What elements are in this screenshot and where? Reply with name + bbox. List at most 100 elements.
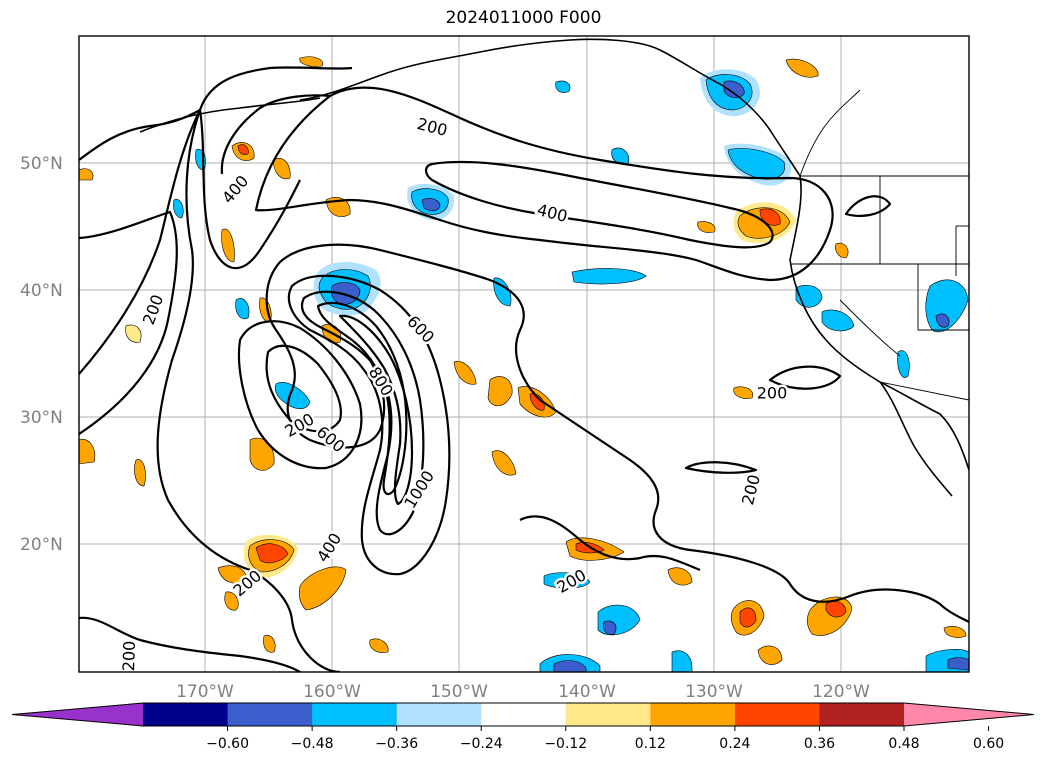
plot-area [79, 36, 969, 672]
anomaly-neg-patch [897, 350, 910, 378]
anomaly-pos-patch [529, 393, 545, 411]
contour-200 [279, 243, 969, 623]
anomaly-neg-patch [235, 298, 250, 320]
colorbar-segment [227, 703, 313, 726]
colorbar: −0.60 −0.48 −0.36 −0.24 −0.12 0.12 0.24 0.36 0.4… [11, 702, 1035, 752]
anomaly-pos-patch [255, 543, 289, 564]
colorbar-segment [396, 703, 482, 726]
lat-label: 20°N [20, 535, 63, 555]
lon-label: 160°W [303, 682, 361, 702]
anomaly-pos-patch [249, 437, 275, 471]
anomaly-pos-patch [943, 626, 967, 638]
contour-200 [79, 616, 301, 672]
anomaly-pos-patch [217, 565, 247, 584]
anomaly-pos-patch [134, 459, 146, 487]
anomaly-pos-patch [273, 158, 291, 180]
coastlines [139, 38, 969, 497]
anomaly-neg-patch [493, 277, 512, 307]
lon-label: 130°W [685, 682, 743, 702]
anomaly-neg-patch [330, 282, 361, 305]
anomaly-pos-patch [739, 607, 757, 628]
anomaly-pos-patch [487, 376, 513, 407]
anomaly-neg-patch [723, 80, 745, 98]
contour-1000 [338, 314, 414, 506]
contour-400 [237, 320, 363, 470]
contour-200 [519, 515, 701, 572]
coast-alaska [299, 38, 969, 471]
contour-400 [424, 160, 774, 249]
anomaly-pos-patch [453, 361, 477, 385]
colorbar-tick-label: 0.60 [973, 736, 1004, 752]
colorbar-tick-label: −0.24 [460, 736, 503, 752]
contour-200 [265, 344, 342, 433]
anomaly-pos-patch [224, 591, 239, 611]
latitude-labels: 50°N 40°N 30°N 20°N [20, 154, 63, 555]
anomaly-pos-patch [79, 438, 96, 465]
borders [790, 89, 969, 401]
colorbar-outline [11, 702, 1035, 727]
contour-200 [198, 109, 301, 270]
anomaly-pos-patch [733, 386, 754, 399]
anomaly-neg-patch [173, 198, 184, 219]
contour-200 [684, 461, 758, 474]
anomaly-neg-patch [543, 572, 591, 589]
colorbar-segment [481, 703, 567, 726]
anomaly-neg-patch [555, 80, 571, 93]
anomaly-pos-patch [757, 645, 783, 665]
anomaly-fills [79, 56, 969, 672]
contour-label: 200 [119, 640, 139, 671]
anomaly-pos-patch [79, 168, 94, 181]
anomaly-neg-patch [421, 198, 441, 212]
lon-label: 170°W [176, 682, 234, 702]
coast-aleutians [139, 97, 321, 133]
contours [79, 66, 969, 672]
contour-200 [220, 94, 331, 175]
colorbar-tick-label: −0.36 [375, 736, 418, 752]
contour-label: 200 [757, 384, 788, 403]
colorbar-segment [819, 703, 905, 726]
anomaly-pos-patch [299, 56, 324, 67]
anomaly-pos-patch [298, 566, 347, 611]
anomaly-neg-patch [274, 382, 311, 410]
longitude-labels: 170°W 160°W 150°W 140°W 130°W 120°W [176, 682, 870, 702]
colorbar-segment [312, 703, 398, 726]
lon-label: 150°W [430, 682, 488, 702]
anomaly-pos-patch [697, 221, 716, 233]
contour-200 [79, 210, 178, 435]
contour-800 [316, 301, 408, 496]
anomaly-pos-patch [667, 567, 693, 586]
colorbar-tick-label: 0.24 [719, 736, 750, 752]
colorbar-segment [650, 703, 736, 726]
contour-200 [768, 365, 842, 390]
lat-label: 30°N [20, 408, 63, 428]
map-title: 2024011000 F000 [445, 8, 602, 28]
colorbar-segment [565, 703, 651, 726]
colorbar-tick-label: 0.12 [635, 736, 666, 752]
lat-label: 50°N [20, 154, 63, 174]
anomaly-pos-patch [237, 144, 249, 155]
anomaly-neg-patch [947, 657, 969, 671]
anomaly-neg-patch [727, 148, 785, 180]
lon-label: 140°W [558, 682, 616, 702]
colorbar-tick-label: 0.48 [888, 736, 919, 752]
colorbar-segment [143, 703, 229, 726]
anomaly-pos-patch [369, 638, 389, 653]
anomaly-pos-patch [263, 634, 276, 653]
gridlines [79, 36, 969, 672]
anomaly-pos-patch [835, 242, 849, 259]
anomaly-pos-patch [785, 58, 819, 78]
lon-label: 120°W [812, 682, 870, 702]
colorbar-extend-max [904, 703, 1034, 726]
contour-600 [300, 290, 425, 536]
colorbar-tick-label: −0.60 [206, 736, 249, 752]
anomaly-pos-patch [221, 228, 235, 263]
contour-200 [844, 195, 892, 217]
lat-label: 40°N [20, 281, 63, 301]
colorbar-extend-min [12, 703, 143, 726]
anomaly-neg-patch [935, 313, 950, 328]
coast-baja [879, 381, 953, 497]
colorbar-segment [734, 703, 820, 726]
colorbar-tick-label: −0.12 [544, 736, 587, 752]
colorbar-tick-label: 0.36 [804, 736, 835, 752]
